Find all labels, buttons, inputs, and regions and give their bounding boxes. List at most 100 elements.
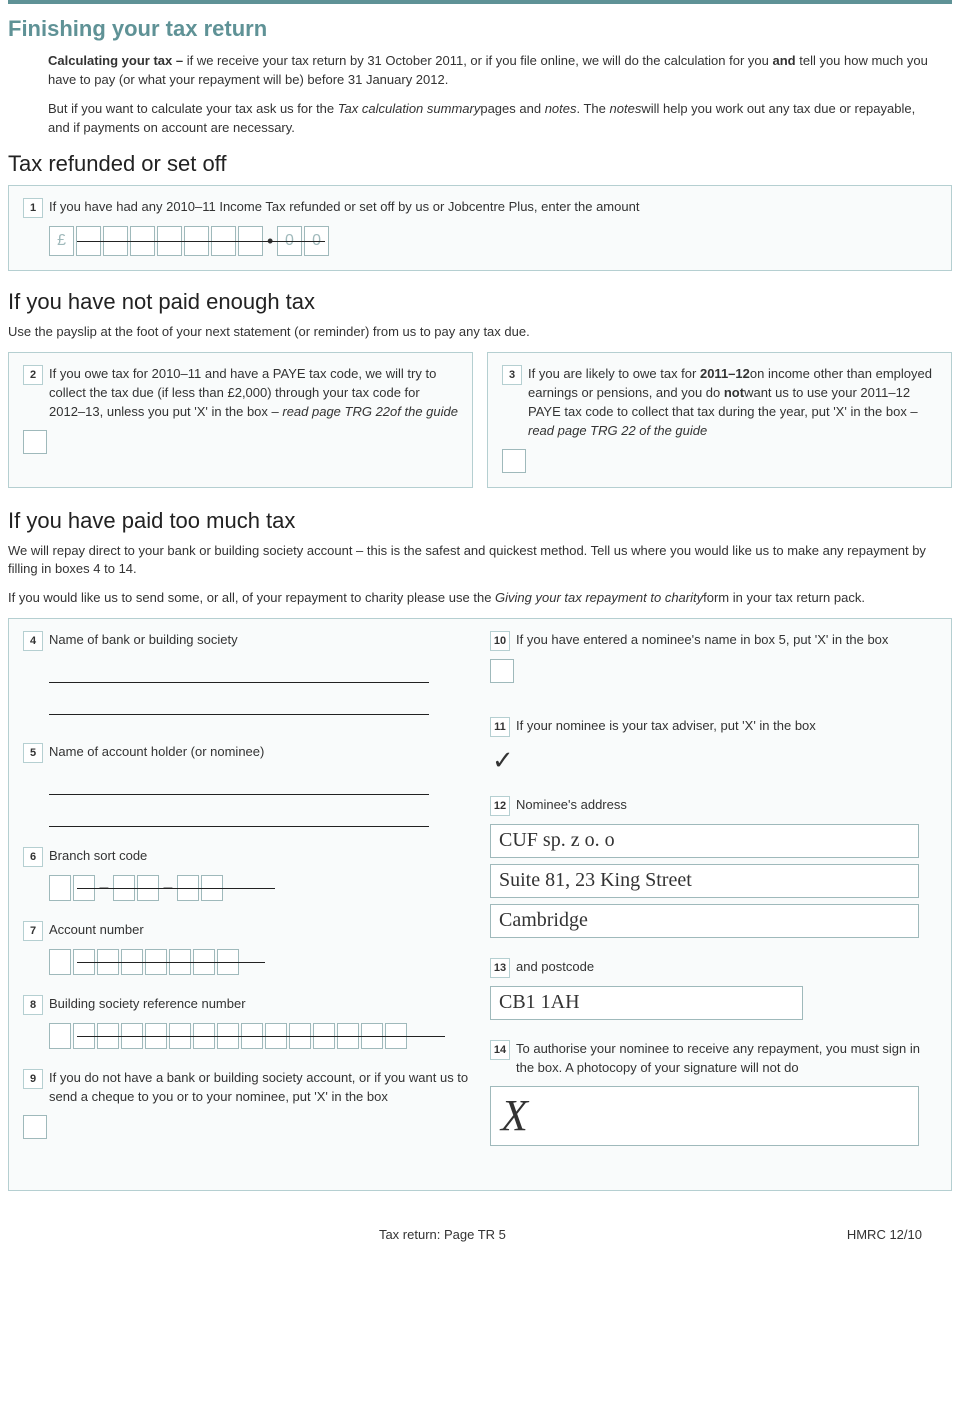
q8-char[interactable]: [73, 1023, 95, 1049]
q3-checkbox[interactable]: [502, 449, 526, 473]
q7-digit[interactable]: [145, 949, 167, 975]
footer-right: HMRC 12/10: [847, 1227, 922, 1242]
q4-field: 4 Name of bank or building society: [23, 631, 470, 715]
q1-digit[interactable]: [184, 226, 209, 256]
q9-label: If you do not have a bank or building so…: [49, 1069, 470, 1107]
q5-num: 5: [23, 743, 43, 763]
q8-char[interactable]: [121, 1023, 143, 1049]
q1-dec0: 0: [277, 226, 302, 256]
paidtoo-p2-b: form in your tax return pack.: [703, 590, 865, 605]
q14-num: 14: [490, 1040, 510, 1060]
q9-field: 9 If you do not have a bank or building …: [23, 1069, 470, 1139]
q14-label: To authorise your nominee to receive any…: [516, 1040, 937, 1078]
q8-char[interactable]: [361, 1023, 383, 1049]
intro-block: Calculating your tax – if we receive you…: [8, 52, 952, 137]
q12-line3[interactable]: Cambridge: [490, 904, 919, 938]
q7-digit[interactable]: [97, 949, 119, 975]
dash: –: [97, 879, 111, 897]
q10-field: 10 If you have entered a nominee's name …: [490, 631, 937, 683]
q12-field: 12 Nominee's address CUF sp. z o. o Suit…: [490, 796, 937, 938]
q8-char[interactable]: [49, 1023, 71, 1049]
q13-num: 13: [490, 958, 510, 978]
q8-char[interactable]: [193, 1023, 215, 1049]
q8-char[interactable]: [265, 1023, 287, 1049]
q6-num: 6: [23, 847, 43, 867]
q13-input[interactable]: CB1 1AH: [490, 986, 803, 1020]
q7-digit[interactable]: [169, 949, 191, 975]
q14-signature[interactable]: X: [490, 1086, 919, 1146]
q7-digit[interactable]: [73, 949, 95, 975]
q7-digit[interactable]: [193, 949, 215, 975]
q7-digit[interactable]: [49, 949, 71, 975]
box-q2: 2 If you owe tax for 2010–11 and have a …: [8, 352, 473, 487]
q1-digit[interactable]: [238, 226, 263, 256]
top-rule: [8, 0, 952, 4]
q3-b2: not: [724, 385, 744, 400]
q5-input-1[interactable]: [49, 771, 429, 795]
dash: –: [161, 879, 175, 897]
q6-digit[interactable]: [137, 875, 159, 901]
q8-char[interactable]: [337, 1023, 359, 1049]
q11-label: If your nominee is your tax adviser, put…: [516, 717, 937, 736]
q8-char[interactable]: [217, 1023, 239, 1049]
q1-amount-row: £ • 0 0: [49, 226, 329, 256]
q8-char[interactable]: [289, 1023, 311, 1049]
q8-char[interactable]: [313, 1023, 335, 1049]
q2-num: 2: [23, 365, 43, 385]
q1-num: 1: [23, 198, 43, 218]
q8-char[interactable]: [145, 1023, 167, 1049]
intro-p2-em3: notes: [610, 101, 642, 116]
q14-field: 14 To authorise your nominee to receive …: [490, 1040, 937, 1146]
q4-num: 4: [23, 631, 43, 651]
q8-char[interactable]: [241, 1023, 263, 1049]
q1-dec1: 0: [304, 226, 329, 256]
intro-p1-mid: if we receive your tax return by 31 Octo…: [187, 53, 773, 68]
q6-label: Branch sort code: [49, 847, 470, 866]
q12-line2[interactable]: Suite 81, 23 King Street: [490, 864, 919, 898]
q7-field: 7 Account number: [23, 921, 470, 975]
q5-input-2[interactable]: [49, 803, 429, 827]
q6-digit[interactable]: [73, 875, 95, 901]
q8-char[interactable]: [385, 1023, 407, 1049]
q3-text-a: If you are likely to owe tax for: [528, 366, 700, 381]
box-q1: 1 If you have had any 2010–11 Income Tax…: [8, 185, 952, 271]
q11-field: 11 If your nominee is your tax adviser, …: [490, 717, 937, 776]
q13-field: 13 and postcode CB1 1AH: [490, 958, 937, 1020]
q12-line1[interactable]: CUF sp. z o. o: [490, 824, 919, 858]
q11-checkmark[interactable]: ✓: [492, 745, 937, 776]
q8-char[interactable]: [169, 1023, 191, 1049]
q2-em: read page TRG 22of the guide: [282, 404, 458, 419]
notpaid-sub: Use the payslip at the foot of your next…: [8, 323, 952, 342]
q6-digit[interactable]: [201, 875, 223, 901]
q7-digit[interactable]: [121, 949, 143, 975]
q1-digit[interactable]: [211, 226, 236, 256]
q12-num: 12: [490, 796, 510, 816]
q8-field: 8 Building society reference number: [23, 995, 470, 1049]
page-footer: Tax return: Page TR 5 HMRC 12/10: [8, 1209, 952, 1252]
q9-checkbox[interactable]: [23, 1115, 47, 1139]
q5-label: Name of account holder (or nominee): [49, 743, 470, 762]
q6-digit[interactable]: [113, 875, 135, 901]
q6-digit[interactable]: [177, 875, 199, 901]
q8-char[interactable]: [97, 1023, 119, 1049]
q6-digit[interactable]: [49, 875, 71, 901]
decimal-dot: •: [265, 227, 275, 255]
q4-input-1[interactable]: [49, 659, 429, 683]
q7-label: Account number: [49, 921, 470, 940]
q1-digit[interactable]: [76, 226, 101, 256]
q3-num: 3: [502, 365, 522, 385]
q1-digit[interactable]: [130, 226, 155, 256]
q10-checkbox[interactable]: [490, 659, 514, 683]
page-title: Finishing your tax return: [8, 16, 952, 42]
q8-num: 8: [23, 995, 43, 1015]
q2-checkbox[interactable]: [23, 430, 47, 454]
intro-p2-b: pages and: [480, 101, 544, 116]
q1-digit[interactable]: [103, 226, 128, 256]
q7-digit[interactable]: [217, 949, 239, 975]
q12-label: Nominee's address: [516, 796, 937, 815]
q4-input-2[interactable]: [49, 691, 429, 715]
q10-label: If you have entered a nominee's name in …: [516, 631, 937, 650]
q13-label: and postcode: [516, 958, 937, 977]
q1-digit[interactable]: [157, 226, 182, 256]
notpaid-heading: If you have not paid enough tax: [8, 289, 952, 315]
